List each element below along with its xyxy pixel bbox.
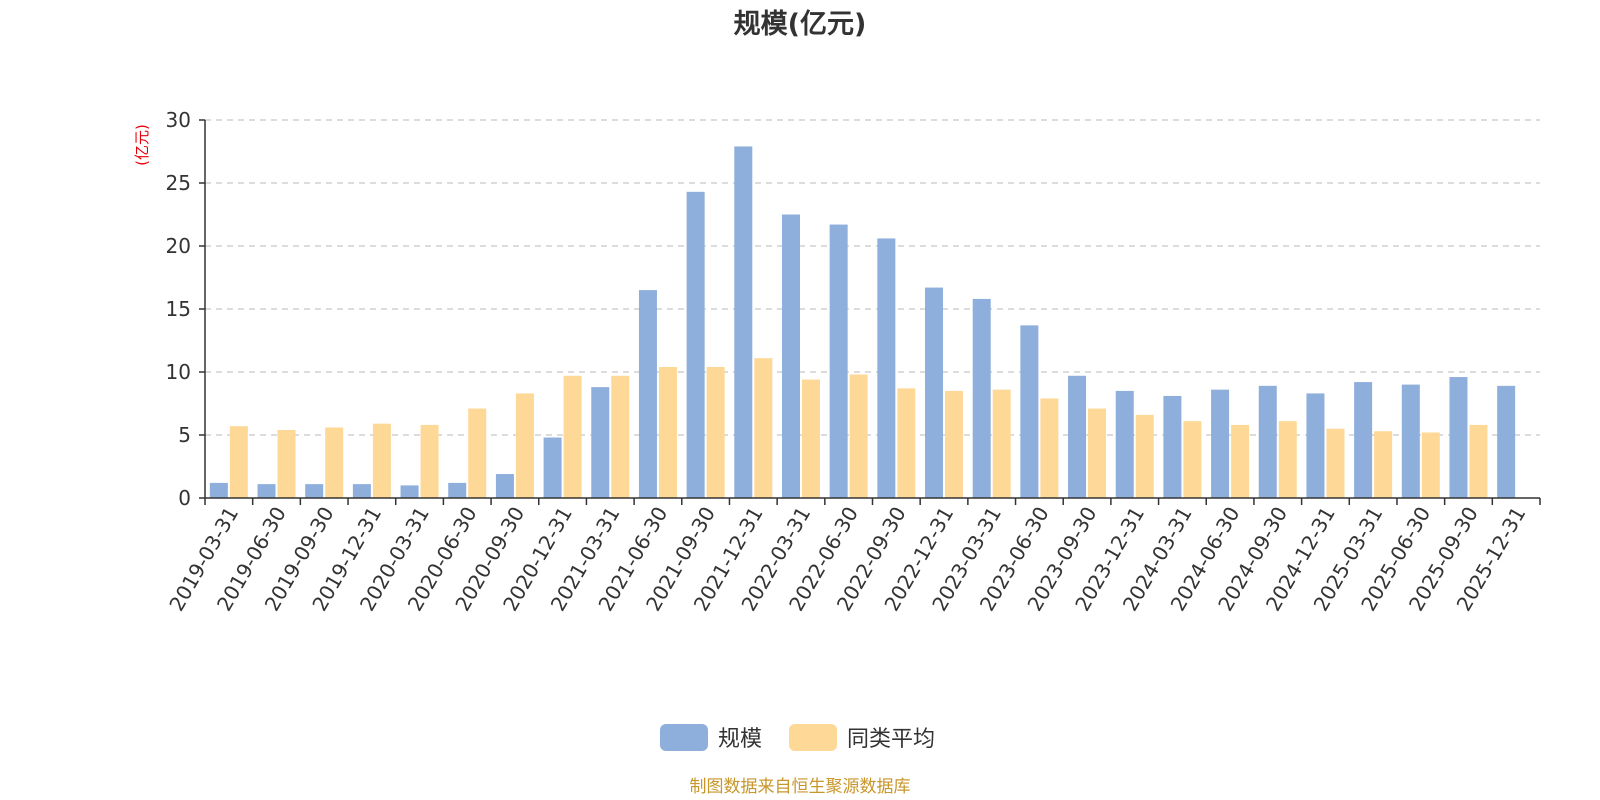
scale-bar xyxy=(1163,395,1182,498)
peer-average-bar xyxy=(992,389,1011,498)
y-tick-label: 30 xyxy=(166,108,191,132)
peer-average-bar xyxy=(325,427,344,498)
chart-title: 规模(亿元) xyxy=(734,9,867,40)
peer-average-bar xyxy=(1469,424,1488,498)
y-tick-label: 10 xyxy=(166,360,191,384)
y-tick-label: 20 xyxy=(166,234,191,258)
scale-bar xyxy=(877,238,896,498)
peer-average-bar xyxy=(1135,414,1154,498)
peer-average-bar xyxy=(229,426,248,498)
scale-bar xyxy=(352,484,371,498)
scale-bar xyxy=(1258,385,1277,498)
peer-average-bar xyxy=(1231,424,1250,498)
scale-bar xyxy=(686,191,705,498)
legend: 规模 同类平均 xyxy=(660,724,935,752)
scale-bar xyxy=(1020,325,1039,498)
scale-bar xyxy=(829,224,848,498)
y-tick-label: 25 xyxy=(166,171,191,195)
legend-label: 规模 xyxy=(718,727,762,752)
scale-bar xyxy=(257,484,276,498)
peer-average-bar xyxy=(1278,421,1297,498)
y-tick-labels: 0 5 10 15 20 25 30 xyxy=(166,108,205,510)
bars xyxy=(209,146,1516,498)
peer-average-bar xyxy=(611,375,630,498)
x-tick-labels: 2019-03-312019-06-302019-09-302019-12-31… xyxy=(164,498,1541,615)
y-tick-label: 15 xyxy=(166,297,191,321)
scale-bar xyxy=(1497,385,1516,498)
peer-average-bar xyxy=(1040,398,1059,498)
scale-bar xyxy=(781,214,800,498)
scale-bar xyxy=(1068,375,1087,498)
peer-average-bar xyxy=(706,366,725,498)
peer-average-bar xyxy=(658,366,677,498)
peer-average-bar xyxy=(801,379,820,498)
y-axis-unit-label: (亿元) xyxy=(133,124,151,166)
scale-bar xyxy=(591,387,610,498)
scale-bar xyxy=(400,485,419,498)
scale-bar xyxy=(305,484,324,498)
peer-average-bar xyxy=(1326,428,1345,498)
peer-average-bar xyxy=(1183,421,1202,498)
legend-swatch xyxy=(789,724,837,751)
peer-average-bar xyxy=(945,390,964,498)
peer-average-bar xyxy=(420,424,439,498)
peer-average-bar xyxy=(1088,408,1107,498)
scale-bar xyxy=(209,482,228,498)
peer-average-bar xyxy=(563,375,582,498)
scale-bar xyxy=(495,474,514,498)
peer-average-bar xyxy=(1421,432,1440,498)
scale-bar xyxy=(1449,377,1468,498)
scale-bar xyxy=(1354,382,1373,498)
scale-bar xyxy=(1211,389,1230,498)
peer-average-bar xyxy=(515,393,534,498)
scale-bar xyxy=(972,298,991,498)
y-tick-label: 0 xyxy=(178,486,191,510)
scale-bar xyxy=(734,146,753,498)
y-tick-label: 5 xyxy=(178,423,191,447)
scale-bar xyxy=(543,437,562,498)
peer-average-bar xyxy=(277,429,296,498)
scale-bar xyxy=(638,290,657,498)
scale-bar xyxy=(1115,390,1134,498)
peer-average-bar xyxy=(468,408,487,498)
legend-label: 同类平均 xyxy=(847,727,935,752)
peer-average-bar xyxy=(849,374,868,498)
peer-average-bar xyxy=(1374,431,1393,498)
scale-bar xyxy=(1306,393,1325,498)
grid-lines xyxy=(205,119,1540,436)
legend-swatch xyxy=(660,724,708,751)
peer-average-bar xyxy=(754,358,773,498)
scale-bar xyxy=(448,482,467,498)
peer-average-bar xyxy=(897,388,916,498)
scale-bar xyxy=(925,287,944,498)
scale-bar xyxy=(1401,384,1420,498)
source-note: 制图数据来自恒生聚源数据库 xyxy=(690,777,911,797)
peer-average-bar xyxy=(372,423,391,498)
